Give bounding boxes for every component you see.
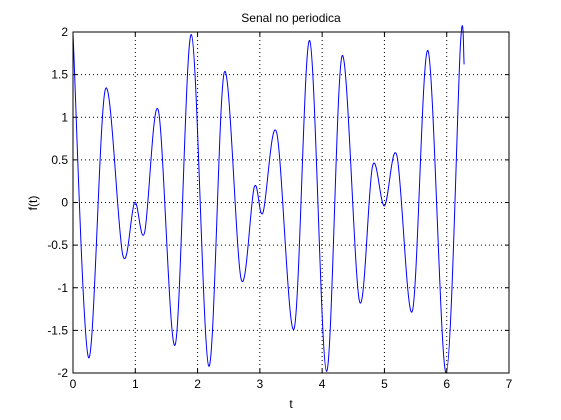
series-layer — [72, 25, 465, 374]
y-tick-label: 0 — [61, 196, 68, 210]
y-axis-label: f(t) — [26, 196, 40, 211]
ticks: 0 1 2 3 4 5 6 7 -2 -1.5 -1 -0.5 0 0.5 1 1.5 2 — [47, 25, 512, 391]
y-tick-label: -1.5 — [47, 323, 68, 337]
x-tick-label: 0 — [70, 377, 77, 391]
y-tick-label: 1 — [61, 110, 68, 124]
y-tick-label: 1.5 — [51, 68, 68, 82]
series-line — [72, 25, 465, 374]
y-tick-label: 2 — [61, 25, 68, 39]
x-tick-label: 7 — [506, 377, 513, 391]
y-tick-label: -0.5 — [47, 238, 68, 252]
x-tick-label: 2 — [194, 377, 201, 391]
y-tick-label: -2 — [57, 366, 68, 380]
x-tick-label: 6 — [443, 377, 450, 391]
x-axis-label: t — [289, 397, 293, 411]
y-tick-label: -1 — [57, 281, 68, 295]
x-tick-label: 4 — [319, 377, 326, 391]
x-tick-label: 1 — [132, 377, 139, 391]
y-tick-label: 0.5 — [51, 153, 68, 167]
x-tick-label: 3 — [257, 377, 264, 391]
chart-title: Senal no periodica — [241, 11, 341, 25]
x-tick-label: 5 — [381, 377, 388, 391]
